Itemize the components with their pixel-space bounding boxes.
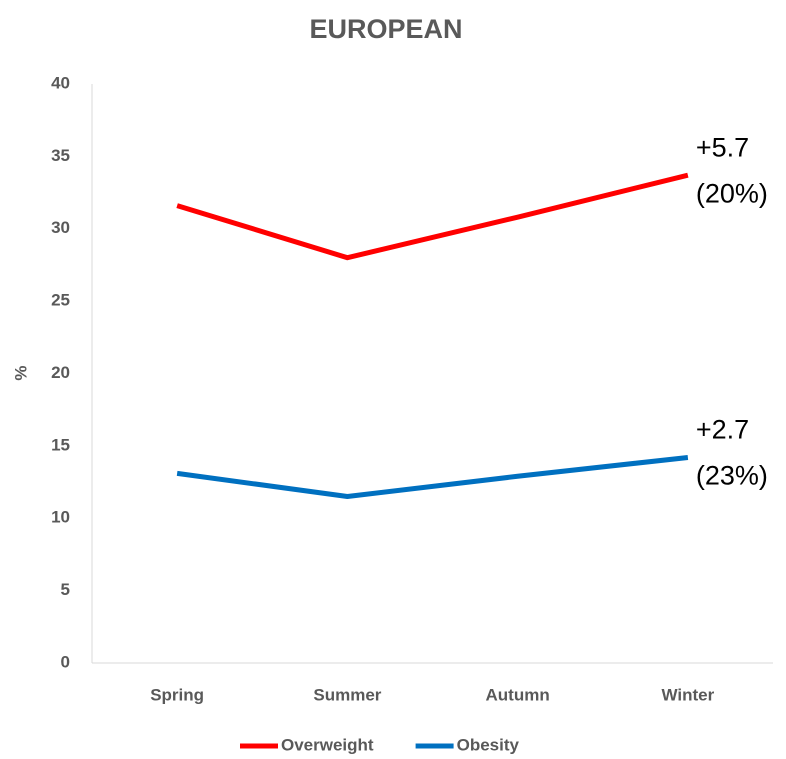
x-tick-label: Autumn (486, 685, 550, 704)
legend-label: Obesity (457, 735, 520, 754)
annotation: +5.7 (696, 132, 749, 162)
annotation: +2.7 (696, 415, 749, 445)
annotation: (20%) (696, 178, 768, 208)
y-axis-label: % (11, 365, 30, 380)
y-tick-label: 10 (51, 508, 70, 527)
series-line (176, 172, 689, 261)
y-tick-label: 15 (51, 435, 70, 454)
series-line (176, 454, 689, 500)
y-tick-label: 25 (51, 291, 70, 310)
chart-title: EUROPEAN (309, 14, 462, 44)
y-tick-label: 35 (51, 146, 70, 165)
y-tick-label: 30 (51, 218, 70, 237)
y-tick-label: 40 (51, 73, 70, 92)
x-tick-label: Winter (662, 685, 715, 704)
legend-label: Overweight (281, 735, 374, 754)
x-tick-label: Summer (313, 685, 381, 704)
x-tick-label: Spring (150, 685, 204, 704)
y-tick-label: 0 (61, 652, 70, 671)
y-tick-label: 5 (61, 580, 70, 599)
annotation: (23%) (696, 461, 768, 491)
y-tick-label: 20 (51, 363, 70, 382)
